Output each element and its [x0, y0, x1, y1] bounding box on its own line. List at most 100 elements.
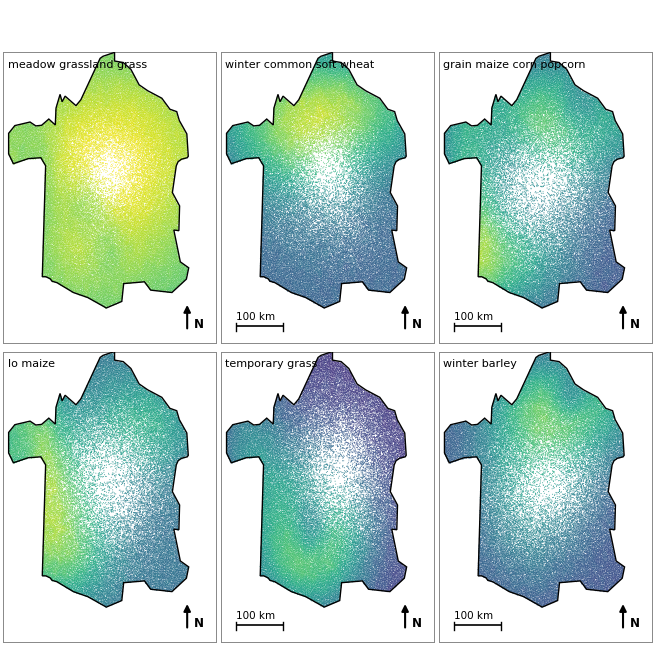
- Point: [482, 544, 493, 554]
- Point: [500, 444, 511, 455]
- Point: [296, 403, 307, 413]
- Point: [553, 136, 563, 147]
- Point: [267, 422, 278, 432]
- Point: [279, 553, 290, 563]
- Point: [375, 149, 386, 160]
- Point: [102, 255, 113, 265]
- Point: [285, 102, 295, 112]
- Point: [282, 126, 292, 136]
- Point: [96, 554, 107, 565]
- Point: [67, 208, 78, 219]
- Point: [133, 134, 143, 144]
- Point: [575, 429, 586, 440]
- Point: [257, 520, 267, 531]
- Point: [474, 455, 484, 466]
- Point: [70, 534, 81, 545]
- Point: [362, 118, 373, 128]
- Point: [553, 85, 564, 96]
- Point: [98, 390, 108, 400]
- Point: [53, 440, 64, 450]
- Point: [263, 531, 273, 542]
- Point: [506, 568, 516, 578]
- Point: [538, 356, 548, 366]
- Point: [574, 164, 585, 175]
- Point: [307, 567, 318, 577]
- Point: [121, 69, 131, 79]
- Point: [455, 443, 466, 453]
- Point: [263, 134, 273, 145]
- Point: [355, 477, 365, 487]
- Point: [489, 235, 500, 246]
- Point: [343, 234, 353, 244]
- Point: [124, 180, 134, 191]
- Point: [393, 267, 403, 277]
- Point: [75, 277, 85, 288]
- Point: [615, 271, 626, 281]
- Point: [324, 567, 335, 578]
- Point: [462, 436, 473, 447]
- Point: [104, 292, 115, 303]
- Point: [493, 409, 503, 420]
- Point: [168, 530, 178, 540]
- Point: [521, 443, 532, 453]
- Point: [591, 580, 601, 591]
- Point: [98, 79, 108, 90]
- Point: [130, 434, 140, 444]
- Point: [103, 512, 114, 522]
- Point: [129, 210, 140, 220]
- Point: [604, 548, 614, 559]
- Point: [64, 214, 74, 224]
- Point: [301, 512, 311, 522]
- Point: [540, 266, 551, 276]
- Point: [563, 388, 573, 399]
- Point: [170, 441, 181, 452]
- Point: [601, 443, 612, 454]
- Point: [96, 571, 107, 582]
- Point: [53, 519, 64, 530]
- Point: [310, 410, 320, 421]
- Point: [348, 94, 359, 104]
- Point: [145, 466, 156, 476]
- Point: [157, 206, 168, 216]
- Point: [70, 172, 81, 182]
- Point: [124, 517, 134, 527]
- Point: [610, 570, 621, 580]
- Point: [26, 422, 36, 432]
- Point: [544, 383, 554, 393]
- Point: [561, 274, 572, 284]
- Point: [533, 574, 544, 584]
- Point: [165, 111, 176, 121]
- Point: [491, 231, 502, 241]
- Point: [287, 219, 297, 230]
- Point: [79, 124, 89, 134]
- Point: [537, 121, 548, 132]
- Point: [538, 153, 548, 164]
- Point: [255, 143, 266, 154]
- Point: [293, 499, 304, 510]
- Point: [483, 538, 493, 549]
- Point: [283, 485, 293, 496]
- Point: [130, 240, 140, 250]
- Point: [348, 553, 359, 563]
- Point: [132, 402, 142, 412]
- Point: [592, 286, 603, 297]
- Point: [529, 281, 539, 291]
- Point: [163, 277, 174, 288]
- Point: [68, 243, 79, 253]
- Point: [341, 112, 351, 122]
- Point: [138, 386, 148, 397]
- Point: [104, 366, 115, 377]
- Point: [28, 125, 39, 136]
- Point: [595, 546, 606, 556]
- Point: [117, 417, 128, 428]
- Point: [474, 122, 485, 133]
- Point: [296, 468, 307, 479]
- Point: [63, 460, 73, 470]
- Point: [170, 271, 180, 282]
- Point: [140, 120, 151, 130]
- Point: [127, 96, 138, 106]
- Point: [540, 415, 551, 426]
- Point: [146, 425, 157, 436]
- Point: [41, 247, 52, 257]
- Point: [43, 502, 53, 512]
